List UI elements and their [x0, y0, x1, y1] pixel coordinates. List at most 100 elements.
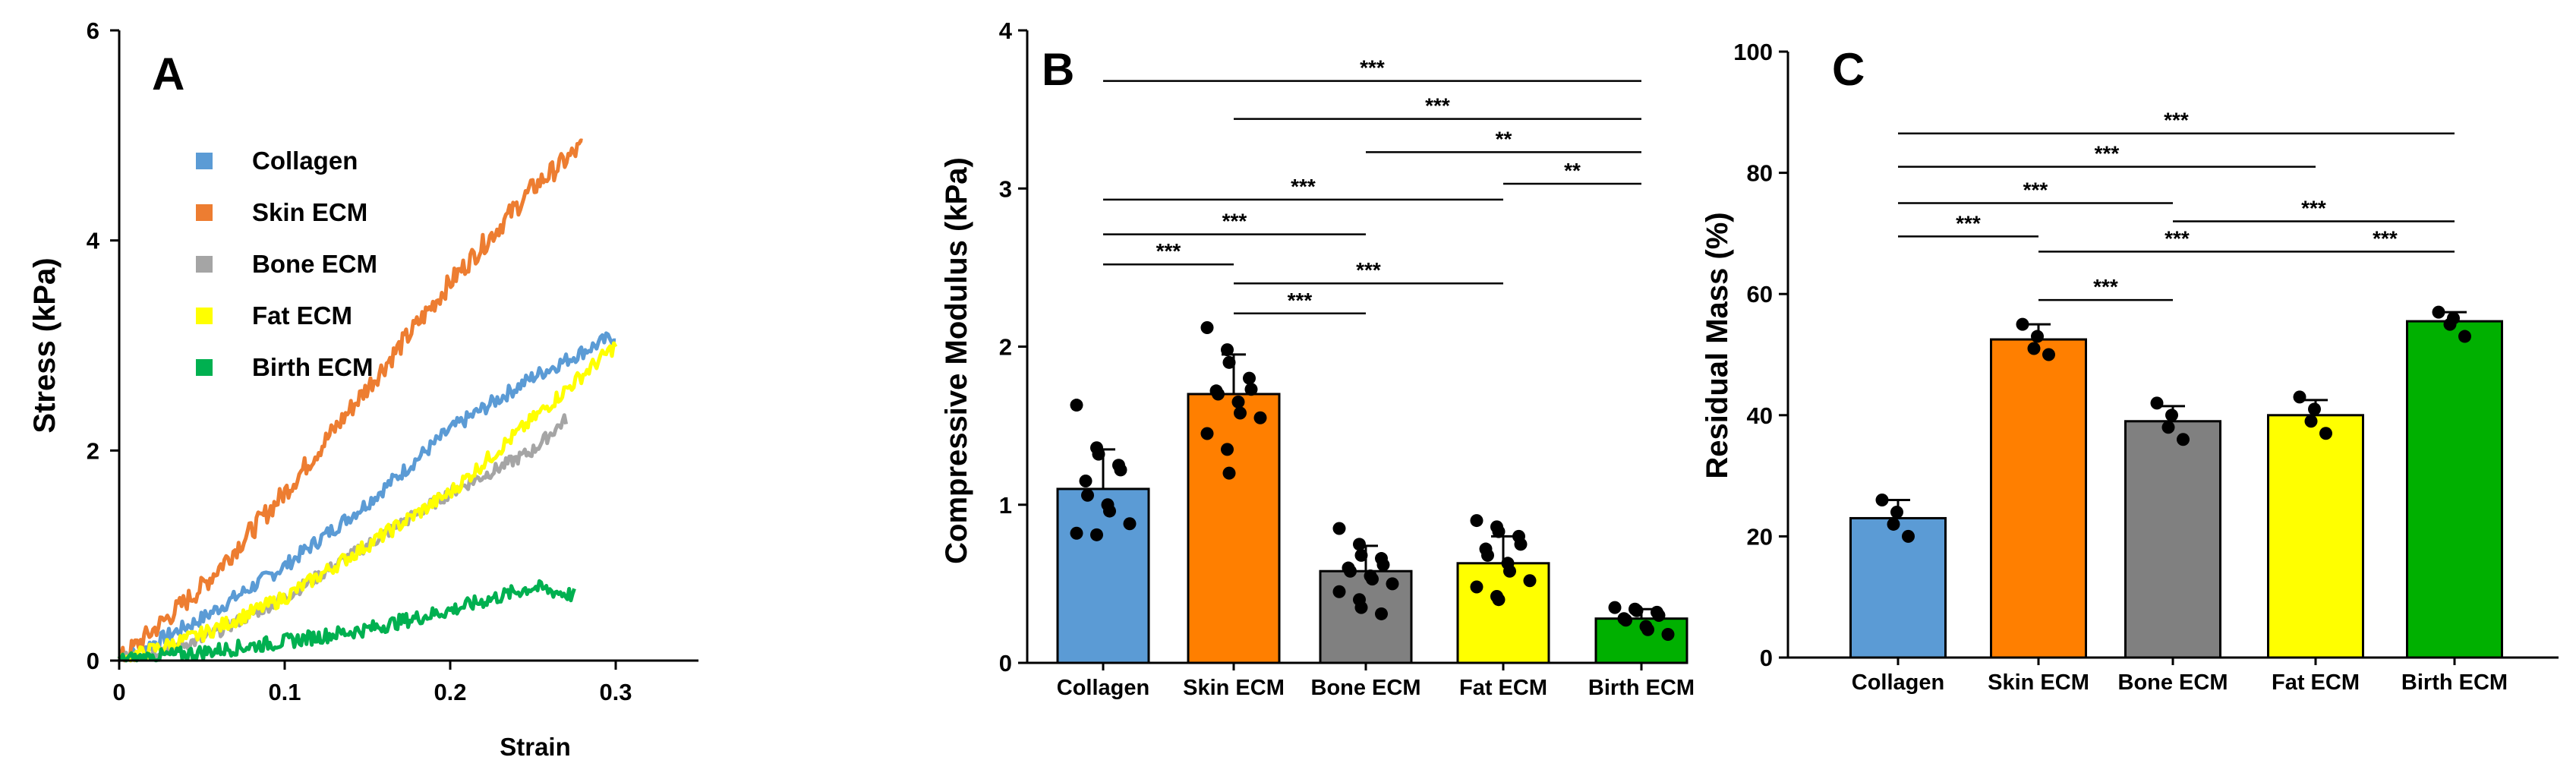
panel-b-data-point — [1354, 548, 1368, 562]
panel-a-legend-swatch — [196, 204, 213, 221]
panel-a-x-tick-label: 0.1 — [268, 679, 301, 705]
panel-c-data-point — [2177, 433, 2190, 446]
panel-b-significance-label: *** — [1356, 258, 1381, 282]
panel-c-data-point — [2458, 330, 2471, 343]
panel-b-y-tick-label: 0 — [999, 650, 1012, 677]
panel-a: 0 0.1 0.2 0.3 0 2 4 6 A Stress (kPa) Strain Col… — [28, 17, 698, 761]
panel-c-significance-label: *** — [2165, 226, 2190, 250]
panel-b-data-point — [1070, 526, 1083, 540]
panel-a-series-line — [117, 579, 576, 663]
panel-a-legend-swatch — [196, 153, 213, 169]
panel-b-significance-label: *** — [1425, 94, 1450, 118]
panel-c-data-point — [1902, 529, 1915, 543]
panel-b-data-point — [1661, 628, 1675, 642]
panel-b-data-point — [1123, 517, 1137, 531]
panel-b-data-point — [1492, 593, 1506, 607]
panel-b-bar — [1187, 393, 1281, 664]
panel-b-significance-label: *** — [1222, 210, 1247, 233]
panel-a-legend-swatch — [196, 308, 213, 324]
panel-b-data-point — [1354, 601, 1368, 614]
panel-c: 0 20 40 60 80 100 Collagen Skin ECM Bone ECM Fat … — [1701, 39, 2559, 695]
panel-b-data-point — [1221, 343, 1234, 357]
panel-b-data-point — [1200, 321, 1214, 335]
panel-a-x-tick-label: 0.2 — [434, 679, 466, 705]
panel-c-plot: 0 20 40 60 80 100 Collagen Skin ECM Bone ECM Fat … — [1733, 39, 2559, 695]
panel-a-ticks: 0 0.1 0.2 0.3 0 2 4 6 — [87, 17, 632, 705]
panel-c-data-point — [2027, 342, 2041, 355]
panel-b-data-point — [1376, 558, 1390, 572]
panel-b-data-point — [1608, 601, 1622, 614]
panel-b-y-tick-label: 3 — [999, 175, 1012, 202]
panel-b-data-point — [1630, 604, 1644, 617]
panel-c-data-point — [2319, 427, 2332, 440]
panel-c-y-label: Residual Mass (%) — [1701, 212, 1734, 478]
panel-c-data-point — [1887, 517, 1900, 531]
panel-c-data-point — [2293, 390, 2306, 404]
panel-c-data-point — [2443, 317, 2457, 331]
panel-b-category-label: Birth ECM — [1588, 676, 1695, 700]
panel-c-data-point — [2304, 415, 2318, 428]
panel-c-significance-label: *** — [1956, 211, 1981, 235]
panel-c-category-label: Birth ECM — [2401, 670, 2508, 695]
panel-b-data-point — [1081, 488, 1094, 502]
panel-a-y-tick-label: 2 — [87, 437, 99, 464]
panel-c-significance-label: *** — [2023, 178, 2048, 202]
panel-b-data-point — [1332, 585, 1346, 598]
panel-b-data-point — [1481, 548, 1494, 562]
panel-b-data-point — [1079, 475, 1093, 488]
panel-c-data-point — [1875, 494, 1889, 507]
panel-b-data-point — [1222, 355, 1236, 369]
panel-c-data-point — [2432, 305, 2445, 319]
panel-a-x-label: Strain — [500, 733, 571, 761]
panel-b-data-point — [1103, 504, 1116, 518]
panel-b-category-label: Skin ECM — [1183, 676, 1285, 700]
panel-b-significance-label: *** — [1291, 175, 1316, 198]
panel-b-data-point — [1200, 427, 1214, 440]
panel-c-data-point — [2165, 409, 2178, 422]
panel-a-legend-label: Birth ECM — [252, 353, 374, 381]
panel-b-significance-label: *** — [1156, 239, 1181, 263]
panel-c-y-tick-label: 80 — [1747, 160, 1773, 187]
panel-b-data-point — [1503, 564, 1516, 578]
panel-b-data-point — [1514, 538, 1528, 551]
panel-b-y-tick-label: 1 — [999, 492, 1012, 519]
panel-a-x-tick-label: 0 — [112, 679, 125, 705]
panel-a-y-label: Stress (kPa) — [28, 257, 61, 433]
panel-b: 0 1 2 3 4 Collagen Skin ECM Bone ECM Fat ECM Birt… — [940, 17, 1695, 700]
panel-b-data-point — [1221, 443, 1234, 456]
panel-b-data-point — [1222, 466, 1236, 480]
panel-c-significance-label: *** — [2301, 196, 2326, 219]
panel-b-data-point — [1092, 447, 1105, 461]
panel-b-significance-label: ** — [1496, 127, 1512, 150]
panel-c-data-point — [2150, 396, 2164, 410]
panel-c-bar — [2267, 414, 2364, 659]
panel-c-significance-label: *** — [2095, 142, 2120, 166]
panel-b-data-point — [1234, 406, 1247, 420]
panel-b-data-point — [1243, 371, 1256, 385]
panel-a-y-tick-label: 0 — [87, 648, 99, 674]
panel-c-y-tick-label: 20 — [1747, 523, 1773, 550]
panel-a-series-lines — [117, 138, 618, 663]
panel-b-data-point — [1244, 383, 1258, 396]
panel-b-data-point — [1344, 564, 1357, 578]
panel-b-data-point — [1070, 399, 1083, 412]
panel-b-y-tick-label: 2 — [999, 334, 1012, 361]
panel-b-significance-label: *** — [1360, 56, 1385, 80]
panel-b-data-point — [1470, 580, 1483, 594]
panel-c-y-tick-label: 100 — [1733, 39, 1773, 65]
panel-b-data-point — [1470, 514, 1483, 528]
panel-b-significance-label: ** — [1564, 159, 1581, 182]
panel-a-axes — [118, 30, 698, 662]
panel-a-legend-label: Fat ECM — [252, 301, 352, 330]
panel-c-data-point — [2308, 402, 2321, 416]
panel-a-y-tick-label: 6 — [87, 17, 99, 44]
panel-b-data-point — [1231, 395, 1245, 409]
panel-c-bar — [2406, 320, 2503, 659]
panel-b-data-point — [1375, 607, 1388, 620]
panel-c-y-tick-label: 40 — [1747, 402, 1773, 429]
panel-a-legend-swatch — [196, 256, 213, 273]
panel-b-data-point — [1212, 387, 1225, 401]
panel-a-legend-label: Bone ECM — [252, 250, 377, 278]
panel-a-y-tick-label: 4 — [87, 228, 100, 254]
panel-b-bar — [1056, 487, 1150, 664]
